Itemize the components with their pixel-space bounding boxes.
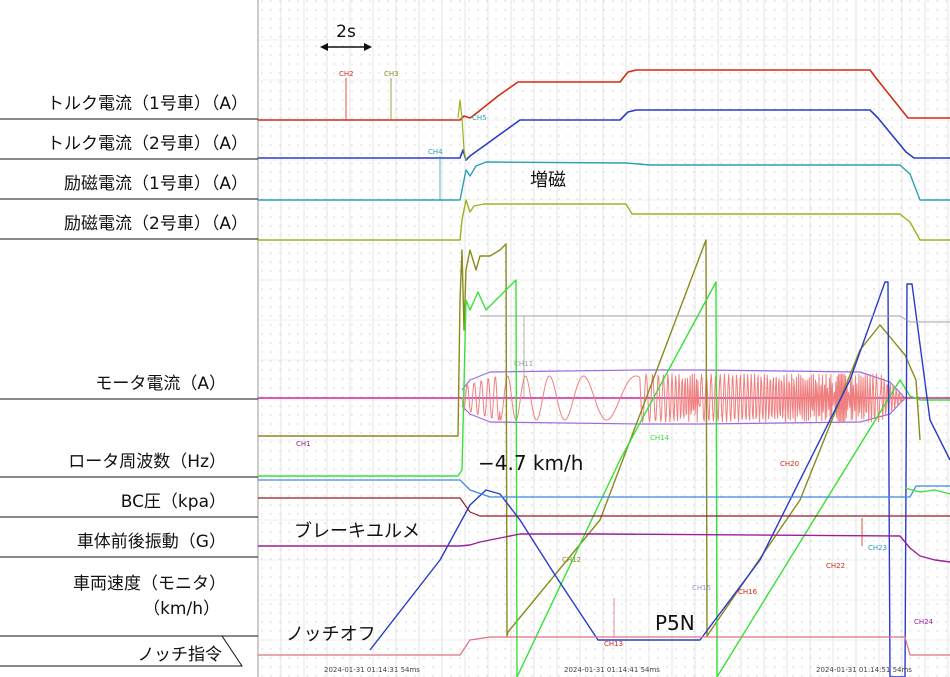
- ch20-label: CH20: [780, 460, 799, 468]
- trace-bc: [258, 479, 950, 498]
- ch23-label: CH23: [868, 544, 887, 552]
- trace-field1: [258, 161, 950, 201]
- label-speed-line1: 車両速度（モニタ）: [73, 574, 226, 594]
- label-accel: 車体前後振動（G）: [77, 532, 226, 552]
- ch15-label: CH15: [692, 584, 711, 592]
- label-field2: 励磁電流（2号車）（A）: [64, 214, 248, 234]
- grid-lines: [257, 0, 950, 677]
- trace-torque1: [258, 69, 950, 121]
- ch5-label: CH5: [472, 114, 487, 122]
- ch1-label: CH1: [296, 440, 311, 448]
- timestamp-2: 2024-01-31 01:14:41 54ms: [564, 666, 660, 674]
- ch12-label: CH12: [562, 556, 581, 564]
- ch24-label: CH24: [914, 618, 934, 626]
- trace-green-tail: [904, 487, 950, 495]
- timestamp-3: 2024-01-31 01:14:51 54ms: [816, 666, 912, 674]
- trace-torque2: [258, 109, 950, 161]
- label-torque2: トルク電流（2号車）（A）: [47, 134, 248, 154]
- trace-field2: [258, 199, 950, 241]
- time-scale-label: 2s: [336, 22, 356, 42]
- annotation-brake-release: ブレーキユルメ: [294, 520, 420, 542]
- label-speed-line2: （km/h）: [143, 599, 220, 619]
- annotation-notch-off: ノッチオフ: [286, 624, 376, 645]
- trace-rotor-grey: [480, 315, 950, 323]
- trace-motor-envelope-top: [461, 369, 906, 399]
- ch2-label: CH2: [339, 70, 354, 78]
- label-rotor: ロータ周波数（Hz）: [68, 452, 226, 472]
- ch22-label: CH22: [826, 562, 845, 570]
- label-notch: ノッチ指令: [137, 645, 222, 665]
- ch13-label: CH13: [604, 640, 623, 648]
- trace-motor-envelope-bottom: [461, 397, 906, 425]
- trace-rotor-green: [258, 279, 950, 677]
- label-bc: BC圧（kpa）: [121, 492, 226, 512]
- row-separators: [0, 118, 258, 667]
- arrow-right-head: [364, 43, 372, 51]
- annotation-zoshi: 増磁: [530, 170, 566, 191]
- trace-bc-brown: [258, 497, 950, 517]
- ch11-label: CH11: [514, 360, 533, 368]
- plot-area: [258, 0, 950, 677]
- notch-label-frame: [0, 635, 243, 667]
- ch14-label: CH14: [650, 434, 670, 442]
- trace-motor-sine: [461, 373, 905, 423]
- label-field1: 励磁電流（1号車）（A）: [64, 174, 248, 194]
- trace-notch: [258, 636, 950, 656]
- label-motor: モータ電流（A）: [95, 374, 226, 394]
- annotation-minus-speed: −4.7 km/h: [478, 451, 583, 475]
- ch4-label: CH4: [428, 148, 443, 156]
- ch3-label: CH3: [384, 70, 399, 78]
- arrow-left-head: [320, 43, 328, 51]
- time-scale: 2s: [320, 22, 372, 51]
- trace-accel: [258, 533, 950, 563]
- annotation-p5n: P5N: [655, 611, 695, 635]
- timestamp-1: 2024-01-31 01:14:31 54ms: [324, 666, 420, 674]
- trace-field-spike: [457, 99, 467, 161]
- trace-speed-blue: [369, 281, 950, 677]
- label-torque1: トルク電流（1号車）（A）: [47, 94, 248, 114]
- trace-rotor-olive: [258, 239, 921, 637]
- ch16-label: CH16: [738, 588, 758, 596]
